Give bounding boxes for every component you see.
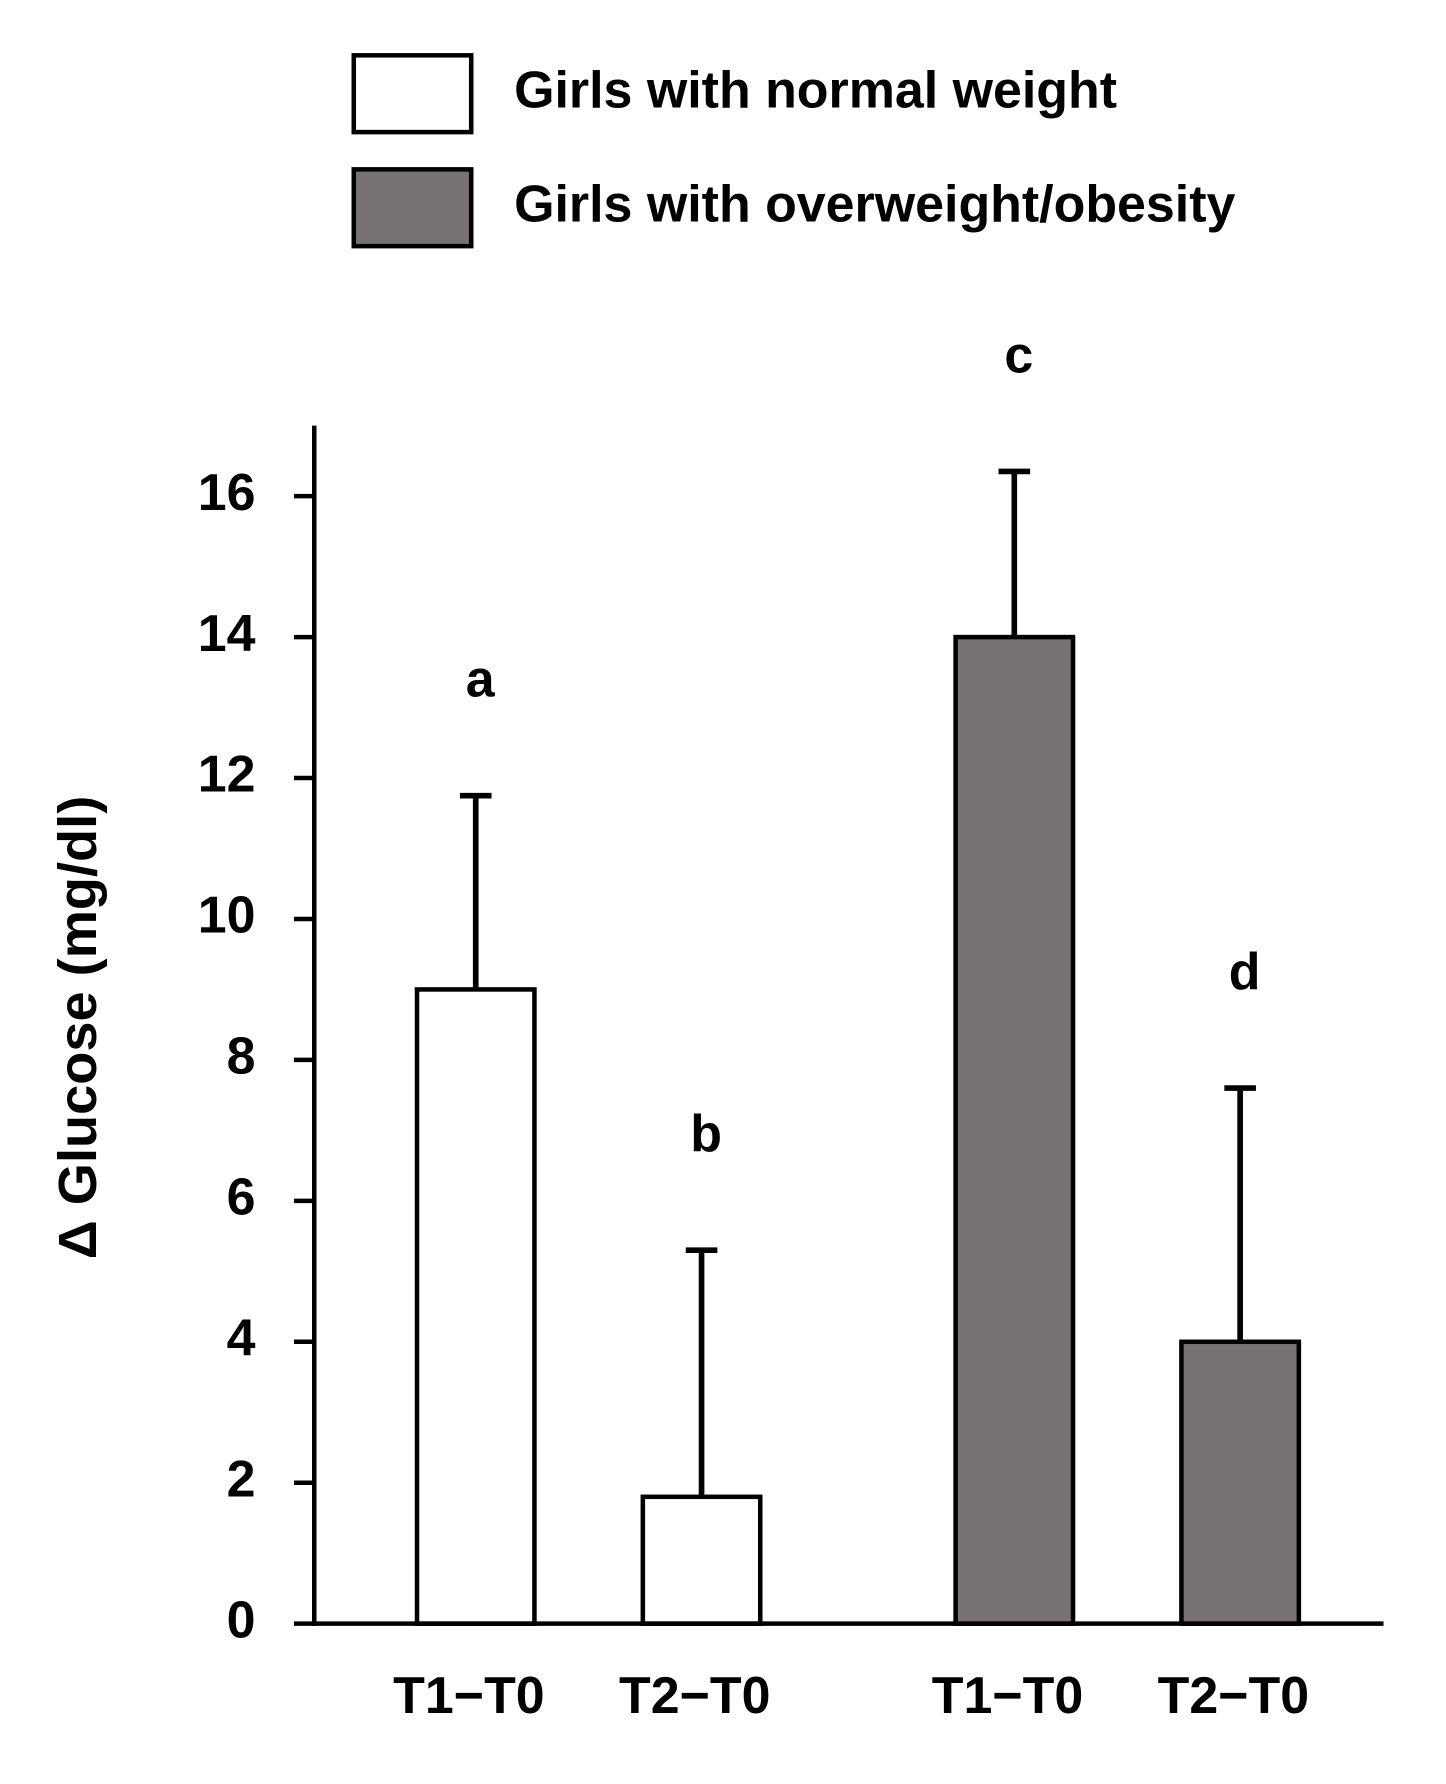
x-tick-label: T2−T0 [619, 1667, 771, 1725]
bar [953, 634, 1076, 1626]
x-tick-label: T1−T0 [393, 1667, 545, 1725]
y-tick-label: 4 [227, 1310, 256, 1368]
y-tick-label: 14 [198, 605, 256, 663]
bar [414, 987, 537, 1626]
legend-label: Girls with overweight/obesity [514, 175, 1235, 233]
legend-swatch [351, 167, 474, 249]
y-tick-label: 12 [198, 746, 256, 804]
x-tick-label: T1−T0 [932, 1667, 1084, 1725]
x-tick-label: T2−T0 [1158, 1667, 1310, 1725]
bar [1179, 1339, 1302, 1626]
y-axis-label: Δ Glucose (mg/dl) [48, 796, 108, 1259]
annotation: d [1229, 943, 1261, 1001]
legend-label: Girls with normal weight [514, 61, 1117, 119]
y-tick-label: 0 [227, 1591, 256, 1649]
annotation: b [690, 1105, 722, 1163]
y-tick-label: 2 [227, 1450, 256, 1508]
bar [640, 1494, 763, 1626]
annotation: a [466, 650, 496, 708]
y-tick-label: 6 [227, 1169, 256, 1227]
annotation: c [1004, 326, 1033, 384]
y-tick-label: 16 [198, 464, 256, 522]
y-tick-label: 8 [227, 1028, 256, 1086]
legend-swatch [351, 53, 474, 135]
y-tick-label: 10 [198, 887, 256, 945]
